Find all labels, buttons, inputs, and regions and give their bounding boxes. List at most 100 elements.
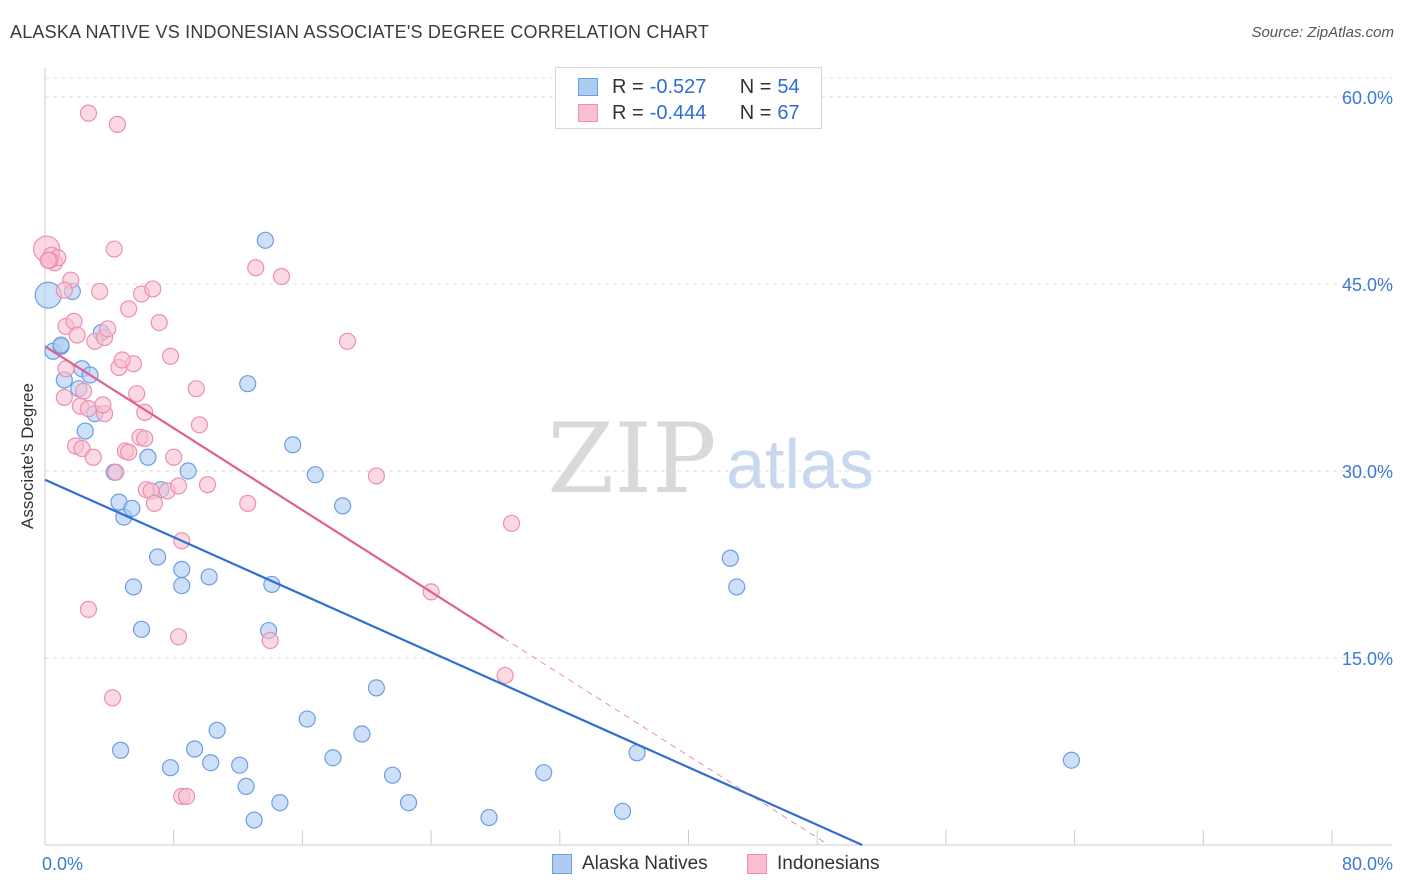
alaska-native-point bbox=[52, 336, 70, 354]
watermark-atlas: atlas bbox=[726, 425, 874, 503]
indonesian-point bbox=[136, 429, 154, 448]
indonesian-point bbox=[91, 282, 109, 301]
x-tick-label: 0.0% bbox=[42, 854, 83, 874]
indonesian-point bbox=[367, 467, 386, 485]
alaska-native-point bbox=[284, 436, 302, 454]
indonesian-point bbox=[502, 514, 521, 532]
indonesian-point bbox=[120, 300, 138, 318]
indonesian-point bbox=[165, 448, 183, 466]
indonesian-point bbox=[239, 494, 257, 512]
alaska-native-point bbox=[271, 794, 289, 812]
indonesian-point bbox=[120, 443, 138, 461]
indonesian-point bbox=[338, 332, 357, 350]
indonesian-point bbox=[247, 259, 265, 277]
alaska-native-point bbox=[1062, 751, 1080, 769]
indonesian-point bbox=[79, 104, 98, 122]
indonesian-trend-line bbox=[44, 345, 505, 639]
legend-item-indonesians[interactable]: Indonesians bbox=[747, 852, 879, 876]
alaska-native-point bbox=[179, 462, 197, 480]
indonesian-point bbox=[39, 251, 57, 269]
alaska-native-point bbox=[124, 578, 143, 596]
indonesian-point bbox=[145, 494, 163, 512]
correlation-legend: R = -0.527 N = 54 R = -0.444 N = 67 bbox=[555, 67, 822, 129]
alaska-native-point bbox=[173, 560, 191, 579]
legend-item-alaska-natives[interactable]: Alaska Natives bbox=[552, 852, 708, 876]
alaska-native-point bbox=[239, 375, 257, 393]
indonesian-point bbox=[272, 267, 291, 286]
r-label: R = bbox=[612, 101, 644, 124]
n-label: N = bbox=[739, 101, 772, 124]
y-tick-label: 45.0% bbox=[1342, 275, 1393, 295]
indonesian-point bbox=[150, 314, 168, 332]
alaska-native-point bbox=[173, 577, 191, 595]
indonesian-point bbox=[144, 280, 162, 298]
alaska-native-point bbox=[613, 802, 632, 820]
indonesian-point bbox=[73, 439, 91, 458]
x-tick-label: 80.0% bbox=[1342, 854, 1393, 874]
indonesian-point bbox=[79, 600, 98, 618]
indonesian-point bbox=[94, 396, 112, 414]
legend-swatch-pink bbox=[578, 104, 598, 122]
legend-label: Indonesians bbox=[777, 853, 880, 874]
indonesian-trend-extension bbox=[503, 637, 830, 846]
axes bbox=[44, 68, 1392, 846]
watermark-zip: ZIP bbox=[547, 403, 716, 515]
alaska-native-point bbox=[231, 756, 249, 774]
y-tick-label: 60.0% bbox=[1342, 88, 1393, 108]
indonesian-point bbox=[108, 115, 126, 133]
indonesian-point bbox=[261, 631, 279, 650]
data-points bbox=[33, 104, 1080, 829]
indonesian-point bbox=[68, 326, 86, 344]
alaska-native-point bbox=[202, 754, 220, 772]
r-value: -0.444 bbox=[649, 101, 707, 124]
indonesian-point bbox=[169, 477, 188, 495]
alaska-native-point bbox=[123, 499, 141, 517]
legend-swatch-blue bbox=[552, 854, 572, 874]
trend-lines bbox=[44, 345, 863, 847]
alaska-native-point bbox=[367, 679, 386, 697]
indonesian-point bbox=[79, 400, 98, 418]
indonesian-point bbox=[84, 448, 102, 466]
alaska-native-point bbox=[324, 749, 342, 767]
indonesian-point bbox=[107, 463, 125, 481]
alaska-native-point bbox=[161, 759, 180, 777]
indonesian-point bbox=[128, 385, 146, 403]
alaska-native-point bbox=[139, 448, 157, 466]
alaska-native-point bbox=[112, 741, 130, 759]
alaska-native-point bbox=[256, 231, 274, 249]
alaska-native-point bbox=[186, 740, 204, 758]
alaska-native-point bbox=[298, 710, 316, 728]
legend-row-alaska: R = -0.527 N = 54 bbox=[578, 75, 800, 99]
alaska-native-point bbox=[245, 811, 263, 829]
alaska-native-point bbox=[200, 568, 218, 586]
indonesian-point bbox=[187, 380, 205, 398]
alaska-native-point bbox=[132, 620, 151, 638]
alaska-native-point bbox=[535, 764, 553, 782]
n-value: 67 bbox=[777, 101, 800, 124]
alaska-native-point bbox=[353, 725, 371, 743]
r-value: -0.527 bbox=[649, 75, 707, 98]
legend-row-indonesians: R = -0.444 N = 67 bbox=[578, 101, 800, 125]
indonesian-point bbox=[496, 666, 514, 685]
n-label: N = bbox=[739, 75, 772, 98]
legend-swatch-blue bbox=[578, 78, 598, 96]
indonesian-point bbox=[75, 382, 93, 400]
alaska-native-point bbox=[480, 808, 498, 827]
alaska-native-point bbox=[728, 578, 746, 596]
indonesian-point bbox=[105, 240, 123, 258]
alaska-native-point bbox=[76, 422, 94, 440]
alaska-native-point bbox=[334, 497, 352, 515]
alaska-trend-line bbox=[44, 478, 863, 847]
indonesian-point bbox=[99, 320, 117, 338]
chart-title: ALASKA NATIVE VS INDONESIAN ASSOCIATE'S … bbox=[10, 22, 710, 42]
indonesian-point bbox=[113, 351, 131, 369]
r-label: R = bbox=[612, 75, 644, 98]
y-tick-label: 30.0% bbox=[1342, 462, 1393, 482]
y-tick-label: 15.0% bbox=[1342, 649, 1393, 669]
alaska-native-point bbox=[237, 777, 255, 796]
tick-labels: 15.0% 30.0% 45.0% 60.0% 0.0% 80.0% bbox=[42, 88, 1393, 874]
legend-swatch-pink bbox=[747, 854, 767, 874]
alaska-native-point bbox=[399, 794, 418, 812]
alaska-native-point bbox=[306, 466, 324, 484]
